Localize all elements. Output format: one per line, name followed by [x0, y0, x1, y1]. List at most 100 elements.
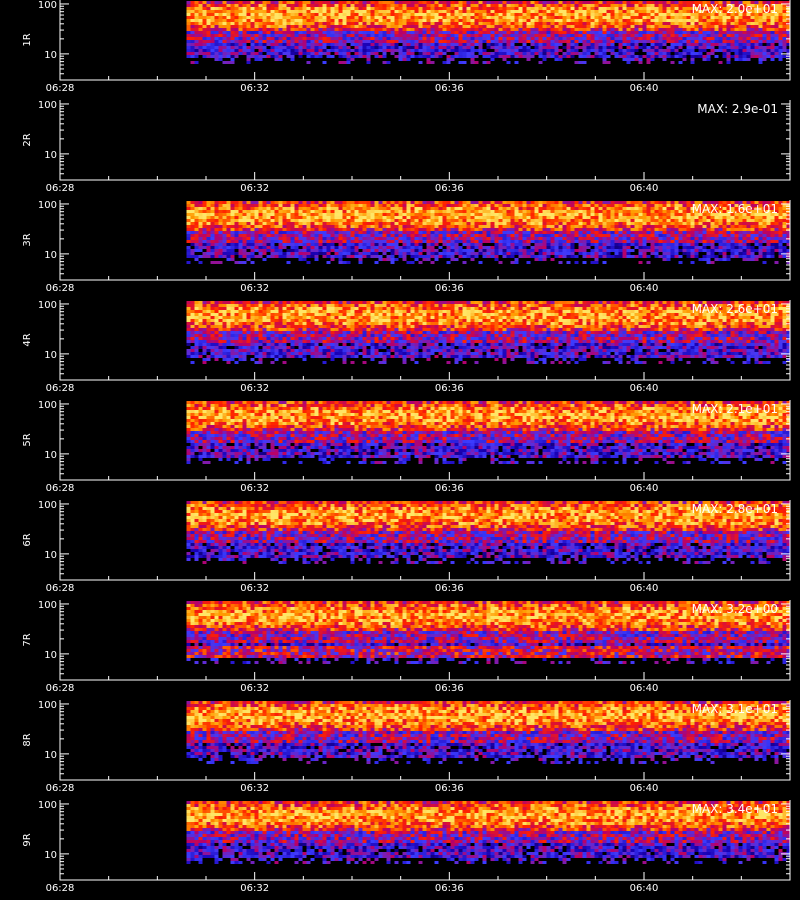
- spectrogram-cell: [450, 37, 455, 40]
- spectrogram-cell: [674, 7, 679, 10]
- spectrogram-cell: [582, 1, 587, 4]
- spectrogram-cell: [602, 201, 607, 204]
- spectrogram-cell: [310, 55, 315, 58]
- spectrogram-cell: [286, 225, 291, 228]
- spectrogram-cell: [318, 213, 323, 216]
- spectrogram-cell: [502, 1, 507, 4]
- spectrogram-cell: [202, 43, 207, 46]
- spectrogram-cell: [682, 4, 687, 7]
- spectrogram-cell: [194, 40, 199, 43]
- spectrogram-cell: [566, 25, 571, 28]
- spectrogram-cell: [318, 49, 323, 52]
- spectrogram-cell: [566, 222, 571, 225]
- spectrogram-cell: [682, 49, 687, 52]
- spectrogram-cell: [450, 219, 455, 222]
- spectrogram-cell: [214, 58, 219, 61]
- spectrogram-cell: [330, 246, 335, 249]
- spectrogram-cell: [446, 58, 451, 61]
- spectrogram-cell: [326, 249, 331, 252]
- spectrogram-cell: [506, 16, 511, 19]
- spectrogram-cell: [682, 10, 687, 13]
- spectrogram-cell: [382, 210, 387, 213]
- spectrogram-cell: [370, 25, 375, 28]
- spectrogram-cell: [390, 222, 395, 225]
- spectrogram-cell: [682, 25, 687, 28]
- spectrogram-cell: [750, 10, 755, 13]
- spectrogram-cell: [574, 237, 579, 240]
- spectrogram-cell: [462, 61, 467, 64]
- spectrogram-cell: [490, 7, 495, 10]
- spectrogram-cell: [210, 19, 215, 22]
- spectrogram-cell: [658, 19, 663, 22]
- spectrogram-cell: [430, 246, 435, 249]
- spectrogram-cell: [366, 213, 371, 216]
- spectrogram-cell: [478, 213, 483, 216]
- spectrogram-cell: [498, 237, 503, 240]
- spectrogram-cell: [346, 240, 351, 243]
- spectrogram-cell: [446, 225, 451, 228]
- spectrogram-cell: [602, 49, 607, 52]
- spectrogram-cell: [734, 55, 739, 58]
- spectrogram-cell: [366, 10, 371, 13]
- spectrogram-cell: [294, 25, 299, 28]
- spectrogram-cell: [378, 7, 383, 10]
- spectrogram-cell: [362, 46, 367, 49]
- spectrogram-cell: [354, 52, 359, 55]
- spectrogram-cell: [458, 7, 463, 10]
- spectrogram-cell: [702, 16, 707, 19]
- spectrogram-cell: [386, 210, 391, 213]
- spectrogram-cell: [462, 7, 467, 10]
- spectrogram-cell: [430, 216, 435, 219]
- spectrogram-cell: [502, 222, 507, 225]
- spectrogram-cell: [378, 216, 383, 219]
- spectrogram-cell: [290, 243, 295, 246]
- spectrogram-cell: [570, 249, 575, 252]
- spectrogram-cell: [210, 49, 215, 52]
- spectrogram-cell: [306, 261, 311, 264]
- spectrogram-cell: [270, 228, 275, 231]
- spectrogram-cell: [314, 258, 319, 261]
- spectrogram-cell: [334, 1, 339, 4]
- spectrogram-cell: [418, 43, 423, 46]
- spectrogram-cell: [266, 31, 271, 34]
- spectrogram-cell: [686, 16, 691, 19]
- spectrogram-cell: [314, 28, 319, 31]
- spectrogram-cell: [322, 249, 327, 252]
- spectrogram-cell: [502, 201, 507, 204]
- spectrogram-cell: [242, 25, 247, 28]
- spectrogram-cell: [198, 19, 203, 22]
- spectrogram-cell: [226, 234, 231, 237]
- spectrogram-cell: [226, 4, 231, 7]
- spectrogram-cell: [662, 55, 667, 58]
- spectrogram-cell: [286, 22, 291, 25]
- spectrogram-cell: [450, 10, 455, 13]
- spectrogram-cell: [466, 237, 471, 240]
- spectrogram-cell: [746, 10, 751, 13]
- spectrogram-cell: [730, 10, 735, 13]
- spectrogram-cell: [306, 46, 311, 49]
- spectrogram-cell: [310, 252, 315, 255]
- spectrogram-cell: [426, 7, 431, 10]
- spectrogram-cell: [238, 213, 243, 216]
- spectrogram-cell: [410, 22, 415, 25]
- spectrogram-cell: [726, 49, 731, 52]
- spectrogram-cell: [446, 34, 451, 37]
- spectrogram-cell: [226, 25, 231, 28]
- spectrogram-cell: [190, 228, 195, 231]
- spectrogram-cell: [246, 243, 251, 246]
- x-tick-label: 06:36: [435, 83, 464, 94]
- spectrogram-cell: [394, 22, 399, 25]
- spectrogram-cell: [762, 37, 767, 40]
- spectrogram-cell: [330, 219, 335, 222]
- spectrogram-cell: [554, 246, 559, 249]
- spectrogram-cell: [238, 207, 243, 210]
- spectrogram-cell: [442, 25, 447, 28]
- spectrogram-cell: [322, 4, 327, 7]
- spectrogram-cell: [506, 222, 511, 225]
- spectrogram-cell: [446, 261, 451, 264]
- spectrogram-cell: [546, 4, 551, 7]
- spectrogram-cell: [190, 207, 195, 210]
- spectrogram-cell: [334, 13, 339, 16]
- spectrogram-cell: [398, 231, 403, 234]
- spectrogram-cell: [418, 222, 423, 225]
